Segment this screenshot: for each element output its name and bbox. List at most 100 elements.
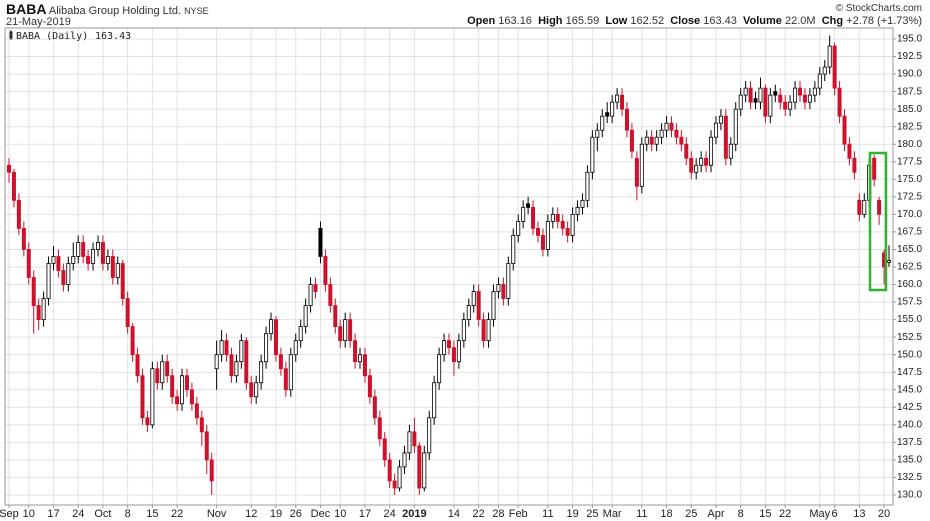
x-tick-label: 12	[245, 508, 257, 520]
value: 162.52	[630, 15, 665, 27]
candle-body	[362, 354, 367, 377]
x-tick-label: Dec	[311, 508, 331, 520]
x-tick-label: May	[809, 508, 830, 520]
candle-body	[76, 242, 81, 257]
x-tick-label: 11	[636, 508, 647, 520]
candle-body	[51, 256, 56, 264]
y-tick-label: 150.0	[897, 349, 922, 360]
symbol: BABA	[6, 1, 47, 17]
candle-body	[461, 319, 466, 342]
label: Close	[670, 15, 701, 27]
candle-body	[713, 122, 718, 138]
candle-body	[491, 291, 496, 321]
candle-body	[728, 143, 733, 159]
candle-body	[140, 375, 145, 419]
candle-body	[481, 319, 486, 342]
label: Open	[467, 15, 496, 27]
candle-body	[545, 220, 550, 250]
candle-body	[773, 91, 778, 96]
candle-body	[758, 87, 763, 103]
y-tick-label: 165.0	[897, 244, 922, 255]
candle-body	[417, 445, 422, 489]
candle-body	[259, 361, 264, 384]
candle-body	[733, 108, 738, 145]
y-tick-label: 185.0	[897, 104, 922, 115]
candle-body	[605, 112, 610, 117]
x-tick-label: 6	[832, 508, 838, 520]
x-tick-label: 24	[384, 508, 396, 520]
candle-body	[219, 340, 224, 356]
y-tick-label: 155.0	[897, 314, 922, 325]
x-tick-label: 8	[738, 508, 744, 520]
highlight-box	[868, 151, 888, 292]
candle-body	[684, 143, 689, 159]
candle-body	[852, 157, 857, 173]
candle-body	[624, 108, 629, 131]
y-tick-label: 132.5	[897, 472, 922, 483]
x-tick-label: 22	[171, 508, 183, 520]
candle-body	[184, 375, 189, 391]
candle-body	[674, 129, 679, 138]
candle-body	[679, 136, 684, 145]
x-tick-label: 11	[542, 508, 553, 520]
candle-body	[862, 199, 867, 215]
label: High	[538, 15, 563, 27]
x-tick-label: 28	[492, 508, 504, 520]
candle-body	[115, 263, 120, 278]
candle-body	[239, 340, 244, 363]
candle-body	[422, 452, 427, 489]
candle-body	[550, 213, 555, 222]
x-tick-label: 22	[473, 508, 485, 520]
legend-label: BABA (Daily)	[16, 31, 88, 42]
x-tick-label: 25	[685, 508, 697, 520]
candle-body	[288, 354, 293, 391]
candle-body	[615, 94, 620, 103]
candle-body	[877, 199, 882, 215]
plot-frame	[4, 27, 894, 506]
candle-body	[204, 431, 209, 461]
candle-body	[338, 326, 343, 342]
y-tick-label: 187.5	[897, 86, 922, 97]
candle-body	[308, 284, 313, 306]
candle-body	[224, 340, 229, 356]
candle-body	[783, 101, 788, 110]
candle-body	[397, 466, 402, 489]
candle-body	[793, 87, 798, 103]
candle-body	[788, 101, 793, 110]
x-tick-label: 8	[125, 508, 131, 520]
candle-body	[382, 438, 387, 461]
y-tick-label: 135.0	[897, 455, 922, 466]
candle-body	[689, 157, 694, 173]
x-tick-label: 22	[779, 508, 791, 520]
candle-body	[887, 260, 892, 263]
candle-body	[476, 291, 481, 321]
candle-body	[723, 115, 728, 159]
candle-body	[105, 256, 110, 264]
candle-body	[249, 382, 254, 398]
candle-body	[387, 459, 392, 482]
candle-body	[699, 157, 704, 166]
x-tick-label: 13	[853, 508, 865, 520]
x-tick-label: 15	[759, 508, 771, 520]
candle-body	[778, 94, 783, 103]
candle-body	[7, 164, 12, 173]
candle-body	[273, 319, 278, 356]
y-tick-label: 175.0	[897, 174, 922, 185]
candle-body	[283, 368, 288, 391]
candle-body	[95, 242, 100, 250]
candle-body	[817, 73, 822, 89]
candle-body	[303, 305, 308, 328]
candle-body	[857, 199, 862, 215]
candle-body	[501, 284, 506, 299]
date: 21-May-2019	[6, 16, 71, 28]
candle-body	[649, 136, 654, 145]
candle-body	[639, 143, 644, 187]
candle-body	[318, 228, 323, 257]
candle-body	[634, 157, 639, 187]
y-tick-label: 157.5	[897, 297, 922, 308]
y-tick-label: 147.5	[897, 367, 922, 378]
candle-body	[402, 452, 407, 468]
candle-body	[165, 361, 170, 377]
candle-body	[11, 171, 16, 201]
candle-body	[600, 115, 605, 131]
